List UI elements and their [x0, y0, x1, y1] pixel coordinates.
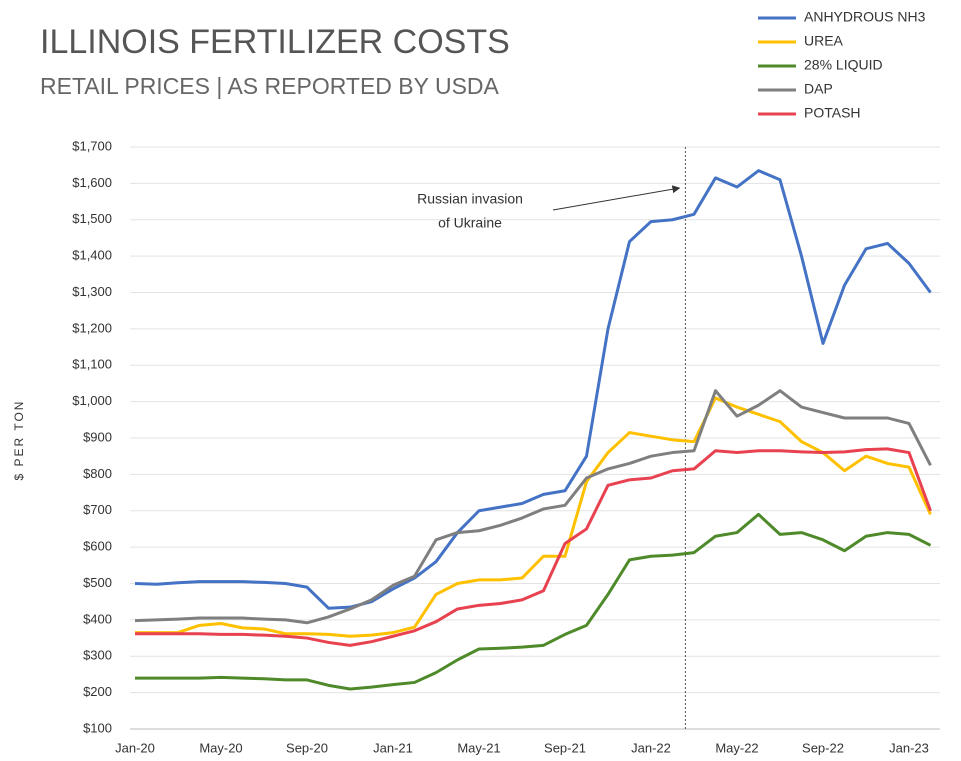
legend-label: DAP: [804, 81, 833, 97]
y-tick-label: $1,400: [72, 248, 112, 263]
y-tick-label: $700: [83, 502, 112, 517]
chart-subtitle: RETAIL PRICES | AS REPORTED BY USDA: [40, 73, 500, 99]
y-tick-label: $600: [83, 539, 112, 554]
x-tick-label: Jan-20: [115, 740, 155, 755]
x-tick-label: Jan-23: [889, 740, 929, 755]
x-tick-label: Sep-21: [544, 740, 586, 755]
x-tick-label: Sep-22: [802, 740, 844, 755]
annotation-arrow: [553, 188, 679, 210]
series-line: [135, 514, 931, 689]
chart-title: ILLINOIS FERTILIZER COSTS: [40, 23, 510, 61]
y-tick-label: $100: [83, 720, 112, 735]
x-tick-label: May-21: [457, 740, 500, 755]
y-tick-label: $500: [83, 575, 112, 590]
legend-label: POTASH: [804, 105, 861, 121]
legend-label: 28% LIQUID: [804, 57, 883, 73]
x-tick-label: Sep-20: [286, 740, 328, 755]
y-tick-label: $300: [83, 648, 112, 663]
annotation-text: Russian invasion: [417, 191, 523, 207]
y-axis-title: $ PER TON: [12, 400, 26, 481]
annotation-text: of Ukraine: [438, 215, 502, 231]
y-tick-label: $400: [83, 611, 112, 626]
y-tick-label: $1,500: [72, 211, 112, 226]
y-tick-label: $1,000: [72, 393, 112, 408]
y-tick-label: $800: [83, 466, 112, 481]
y-tick-label: $1,100: [72, 357, 112, 372]
y-tick-label: $900: [83, 429, 112, 444]
y-tick-label: $1,600: [72, 175, 112, 190]
x-tick-label: May-22: [715, 740, 758, 755]
legend-label: ANHYDROUS NH3: [804, 9, 926, 25]
y-tick-label: $200: [83, 684, 112, 699]
y-tick-label: $1,300: [72, 284, 112, 299]
x-tick-label: Jan-22: [631, 740, 671, 755]
y-tick-label: $1,200: [72, 320, 112, 335]
series-line: [135, 171, 931, 609]
series-line: [135, 398, 931, 636]
y-tick-label: $1,700: [72, 138, 112, 153]
series-line: [135, 391, 931, 623]
x-tick-label: Jan-21: [373, 740, 413, 755]
legend-label: UREA: [804, 33, 844, 49]
chart: ILLINOIS FERTILIZER COSTS RETAIL PRICES …: [0, 0, 961, 761]
x-tick-label: May-20: [199, 740, 242, 755]
